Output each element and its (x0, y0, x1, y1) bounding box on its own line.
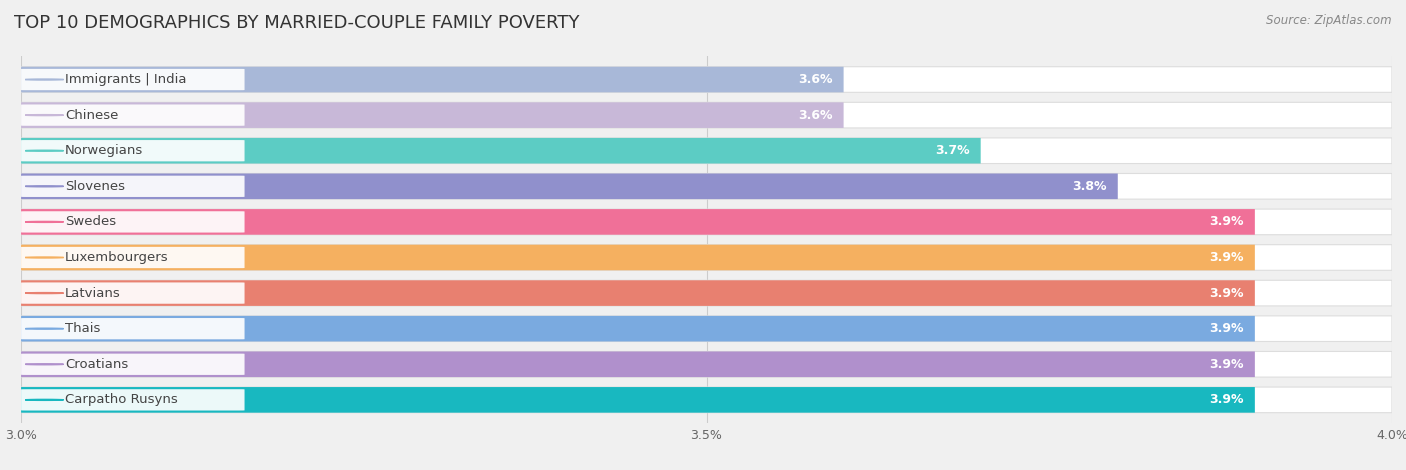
FancyBboxPatch shape (21, 102, 1392, 128)
Text: 3.8%: 3.8% (1073, 180, 1107, 193)
FancyBboxPatch shape (21, 316, 1256, 342)
FancyBboxPatch shape (21, 176, 245, 197)
Circle shape (25, 221, 63, 222)
FancyBboxPatch shape (21, 352, 1392, 377)
FancyBboxPatch shape (21, 104, 245, 126)
FancyBboxPatch shape (21, 209, 1392, 235)
Text: Swedes: Swedes (65, 215, 117, 228)
Text: Source: ZipAtlas.com: Source: ZipAtlas.com (1267, 14, 1392, 27)
Text: 3.6%: 3.6% (799, 109, 832, 122)
FancyBboxPatch shape (21, 387, 1392, 413)
Text: Slovenes: Slovenes (65, 180, 125, 193)
FancyBboxPatch shape (21, 138, 1392, 164)
FancyBboxPatch shape (21, 282, 245, 304)
Text: 3.9%: 3.9% (1209, 287, 1244, 299)
Text: Latvians: Latvians (65, 287, 121, 299)
FancyBboxPatch shape (21, 173, 1392, 199)
FancyBboxPatch shape (21, 245, 1256, 270)
FancyBboxPatch shape (21, 353, 245, 375)
Text: Norwegians: Norwegians (65, 144, 143, 157)
FancyBboxPatch shape (21, 245, 1392, 270)
FancyBboxPatch shape (21, 280, 1256, 306)
Text: 3.9%: 3.9% (1209, 393, 1244, 407)
FancyBboxPatch shape (21, 102, 844, 128)
FancyBboxPatch shape (21, 138, 981, 164)
FancyBboxPatch shape (21, 387, 1256, 413)
Text: 3.9%: 3.9% (1209, 215, 1244, 228)
Circle shape (25, 328, 63, 329)
FancyBboxPatch shape (21, 280, 1392, 306)
Text: 3.9%: 3.9% (1209, 358, 1244, 371)
Text: Carpatho Rusyns: Carpatho Rusyns (65, 393, 177, 407)
Circle shape (25, 293, 63, 294)
Text: TOP 10 DEMOGRAPHICS BY MARRIED-COUPLE FAMILY POVERTY: TOP 10 DEMOGRAPHICS BY MARRIED-COUPLE FA… (14, 14, 579, 32)
FancyBboxPatch shape (21, 352, 1256, 377)
Circle shape (25, 257, 63, 258)
Circle shape (25, 115, 63, 116)
FancyBboxPatch shape (21, 318, 245, 339)
Text: 3.9%: 3.9% (1209, 251, 1244, 264)
Text: Luxembourgers: Luxembourgers (65, 251, 169, 264)
FancyBboxPatch shape (21, 173, 1118, 199)
FancyBboxPatch shape (21, 316, 1392, 342)
Circle shape (25, 150, 63, 151)
Text: Thais: Thais (65, 322, 100, 335)
FancyBboxPatch shape (21, 67, 844, 92)
Circle shape (25, 79, 63, 80)
Text: 3.6%: 3.6% (799, 73, 832, 86)
Text: Croatians: Croatians (65, 358, 128, 371)
Text: 3.9%: 3.9% (1209, 322, 1244, 335)
Text: 3.7%: 3.7% (935, 144, 970, 157)
FancyBboxPatch shape (21, 389, 245, 410)
Text: Immigrants | India: Immigrants | India (65, 73, 187, 86)
Circle shape (25, 364, 63, 365)
FancyBboxPatch shape (21, 211, 245, 233)
Circle shape (25, 186, 63, 187)
FancyBboxPatch shape (21, 247, 245, 268)
FancyBboxPatch shape (21, 69, 245, 90)
Text: Chinese: Chinese (65, 109, 118, 122)
FancyBboxPatch shape (21, 67, 1392, 92)
FancyBboxPatch shape (21, 209, 1256, 235)
FancyBboxPatch shape (21, 140, 245, 161)
